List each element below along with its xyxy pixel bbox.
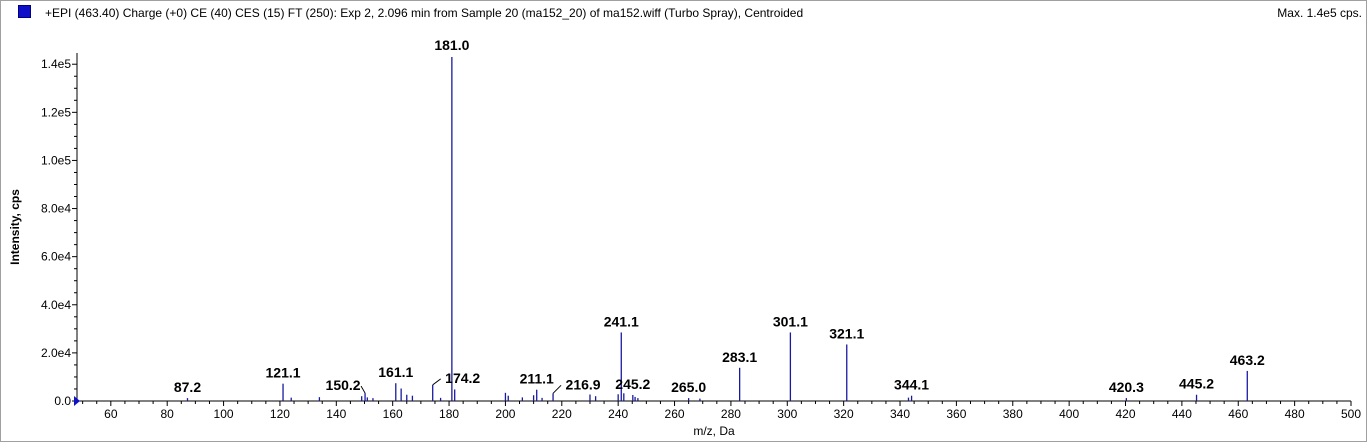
peak-label: 150.2 (326, 377, 361, 393)
x-tick-label: 360 (946, 407, 966, 421)
x-tick-label: 320 (834, 407, 854, 421)
y-tick-label: 1.2e5 (41, 105, 71, 119)
peak-label: 344.1 (894, 377, 929, 393)
x-tick-label: 220 (552, 407, 572, 421)
x-tick-label: 440 (1172, 407, 1192, 421)
y-tick-label: 2.0e4 (41, 346, 71, 360)
spectrum-header: +EPI (463.40) Charge (+0) CE (40) CES (1… (1, 1, 1366, 25)
x-tick-label: 480 (1285, 407, 1305, 421)
x-tick-label: 180 (439, 407, 459, 421)
peak-label: 445.2 (1179, 376, 1214, 392)
legend-swatch-icon[interactable] (18, 5, 31, 18)
x-tick-label: 120 (270, 407, 290, 421)
x-tick-label: 340 (890, 407, 910, 421)
peak-label-leader (432, 378, 442, 386)
x-axis-title: m/z, Da (693, 424, 735, 438)
peak-label: 87.2 (174, 379, 201, 395)
x-tick-label: 200 (495, 407, 515, 421)
x-tick-label: 420 (1115, 407, 1135, 421)
peak-label: 211.1 (520, 371, 554, 387)
peak-label: 283.1 (722, 349, 757, 365)
x-tick-label: 80 (161, 407, 175, 421)
y-tick-label: 4.0e4 (41, 298, 71, 312)
x-tick-label: 300 (777, 407, 797, 421)
peak-label: 216.9 (566, 376, 601, 392)
peak-label-layer: 87.2 121.1 150.2 161.1 174.2 181.0 211.1 216.9 2… (174, 37, 1265, 395)
x-tick-label: 400 (1059, 407, 1079, 421)
peak-label: 265.0 (671, 379, 706, 395)
x-tick-label: 160 (383, 407, 403, 421)
x-tick-label: 140 (326, 407, 346, 421)
peak-label: 321.1 (829, 325, 864, 341)
chart-axes: 60 80 100 120 140 160 180 200 220 240 260 280 300 320… (41, 53, 1361, 421)
x-tick-label: 240 (608, 407, 628, 421)
peak-label-leader (360, 385, 366, 394)
peak-label: 181.0 (434, 37, 469, 53)
x-tick-label: 380 (1003, 407, 1023, 421)
y-tick-label: 8.0e4 (41, 202, 71, 216)
peak-label: 245.2 (615, 376, 650, 392)
y-tick-label: 1.4e5 (41, 57, 71, 71)
peak-label: 420.3 (1109, 379, 1144, 395)
y-tick-label: 6.0e4 (41, 250, 71, 264)
x-tick-label: 60 (104, 407, 118, 421)
spectrum-title: +EPI (463.40) Charge (+0) CE (40) CES (1… (45, 6, 804, 20)
peak-label: 174.2 (445, 370, 480, 386)
peak-label: 121.1 (266, 365, 301, 381)
peak-label: 301.1 (773, 313, 808, 329)
max-intensity-label: Max. 1.4e5 cps. (1277, 6, 1362, 20)
x-tick-label: 500 (1341, 407, 1361, 421)
peak-label-leader (552, 384, 562, 394)
peak-label: 241.1 (604, 313, 639, 329)
y-axis-title: Intensity, cps (8, 189, 22, 265)
y-tick-label: 1.0e5 (41, 153, 71, 167)
y-tick-label: 0.0 (54, 394, 71, 408)
x-tick-label: 100 (214, 407, 234, 421)
peak-label: 161.1 (378, 364, 413, 380)
x-tick-label: 460 (1228, 407, 1248, 421)
x-tick-label: 280 (721, 407, 741, 421)
peak-series (186, 57, 1248, 401)
peak-label: 463.2 (1230, 352, 1265, 368)
x-tick-label: 260 (665, 407, 685, 421)
axis-origin-marker-icon[interactable] (74, 396, 80, 406)
